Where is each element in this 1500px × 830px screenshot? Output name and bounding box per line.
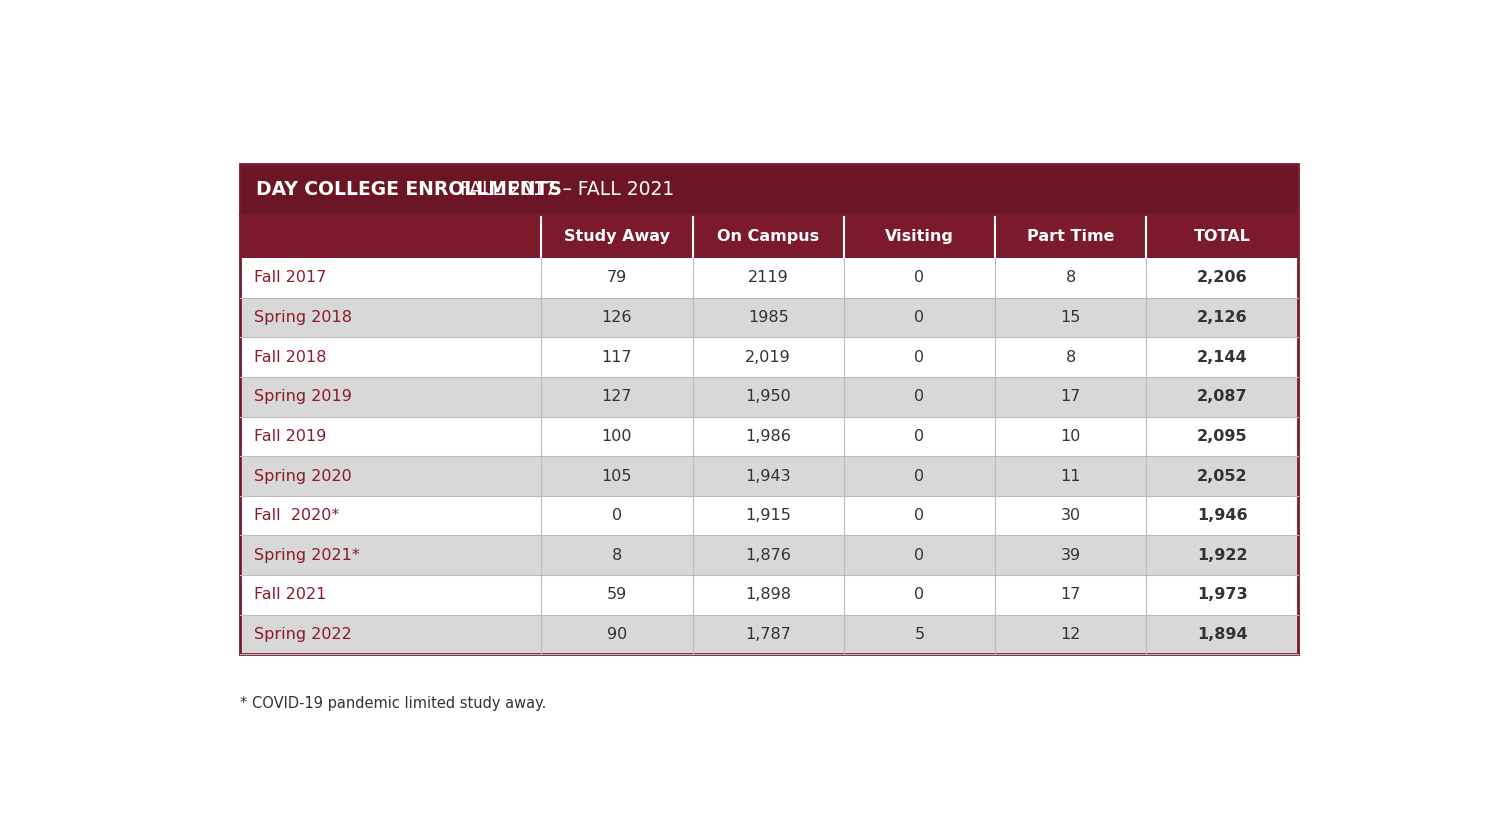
Text: 1,922: 1,922 bbox=[1197, 548, 1248, 563]
Text: 2,126: 2,126 bbox=[1197, 310, 1248, 325]
Text: 2,144: 2,144 bbox=[1197, 349, 1248, 364]
Text: 8: 8 bbox=[1065, 349, 1076, 364]
Text: 100: 100 bbox=[602, 429, 632, 444]
Text: 0: 0 bbox=[915, 389, 924, 404]
Text: Spring 2022: Spring 2022 bbox=[254, 627, 351, 642]
Text: 0: 0 bbox=[915, 548, 924, 563]
Bar bbox=[240, 575, 1298, 615]
Text: 0: 0 bbox=[915, 349, 924, 364]
Text: Fall 2021: Fall 2021 bbox=[254, 588, 326, 603]
Text: 0: 0 bbox=[612, 508, 622, 523]
Text: 2119: 2119 bbox=[748, 271, 789, 286]
Text: 105: 105 bbox=[602, 468, 632, 484]
Text: Spring 2018: Spring 2018 bbox=[254, 310, 352, 325]
Text: 8: 8 bbox=[612, 548, 622, 563]
Text: 0: 0 bbox=[915, 271, 924, 286]
Text: 8: 8 bbox=[1065, 271, 1076, 286]
Text: On Campus: On Campus bbox=[717, 229, 819, 244]
Text: 117: 117 bbox=[602, 349, 633, 364]
Bar bbox=[240, 377, 1298, 417]
Text: DAY COLLEGE ENROLLMENTS: DAY COLLEGE ENROLLMENTS bbox=[256, 179, 562, 198]
Text: 2,206: 2,206 bbox=[1197, 271, 1248, 286]
Text: Fall 2017: Fall 2017 bbox=[254, 271, 326, 286]
Text: 2,052: 2,052 bbox=[1197, 468, 1248, 484]
Text: 59: 59 bbox=[608, 588, 627, 603]
Text: 0: 0 bbox=[915, 468, 924, 484]
Bar bbox=[240, 457, 1298, 496]
Bar bbox=[240, 258, 1298, 298]
Text: 1,943: 1,943 bbox=[746, 468, 790, 484]
Bar bbox=[240, 298, 1298, 337]
Text: 30: 30 bbox=[1060, 508, 1082, 523]
Bar bbox=[240, 535, 1298, 575]
Text: 5: 5 bbox=[915, 627, 924, 642]
Bar bbox=[240, 215, 1298, 258]
Text: Fall 2018: Fall 2018 bbox=[254, 349, 327, 364]
Text: 2,019: 2,019 bbox=[746, 349, 790, 364]
Text: 1985: 1985 bbox=[748, 310, 789, 325]
Text: 17: 17 bbox=[1060, 389, 1082, 404]
Text: 15: 15 bbox=[1060, 310, 1082, 325]
Text: Study Away: Study Away bbox=[564, 229, 670, 244]
Text: Spring 2021*: Spring 2021* bbox=[254, 548, 360, 563]
Text: 1,986: 1,986 bbox=[746, 429, 790, 444]
Text: 127: 127 bbox=[602, 389, 632, 404]
Text: 10: 10 bbox=[1060, 429, 1082, 444]
Text: Visiting: Visiting bbox=[885, 229, 954, 244]
Text: 126: 126 bbox=[602, 310, 632, 325]
Bar bbox=[240, 615, 1298, 654]
Text: Spring 2019: Spring 2019 bbox=[254, 389, 351, 404]
Text: 0: 0 bbox=[915, 508, 924, 523]
Text: * COVID-19 pandemic limited study away.: * COVID-19 pandemic limited study away. bbox=[240, 696, 546, 711]
Bar bbox=[240, 417, 1298, 457]
Text: 0: 0 bbox=[915, 310, 924, 325]
Text: 12: 12 bbox=[1060, 627, 1082, 642]
Text: 11: 11 bbox=[1060, 468, 1082, 484]
Text: 1,950: 1,950 bbox=[746, 389, 790, 404]
Bar bbox=[240, 337, 1298, 377]
Text: 1,973: 1,973 bbox=[1197, 588, 1248, 603]
Text: 39: 39 bbox=[1060, 548, 1082, 563]
Text: 1,876: 1,876 bbox=[746, 548, 790, 563]
Text: 0: 0 bbox=[915, 429, 924, 444]
Text: 2,087: 2,087 bbox=[1197, 389, 1248, 404]
Text: Fall 2019: Fall 2019 bbox=[254, 429, 326, 444]
Bar bbox=[240, 496, 1298, 535]
Text: Part Time: Part Time bbox=[1028, 229, 1114, 244]
Bar bbox=[240, 164, 1298, 215]
Text: 1,898: 1,898 bbox=[746, 588, 790, 603]
Text: 0: 0 bbox=[915, 588, 924, 603]
Text: 1,915: 1,915 bbox=[746, 508, 790, 523]
Text: 1,894: 1,894 bbox=[1197, 627, 1248, 642]
Text: 90: 90 bbox=[608, 627, 627, 642]
Text: 1,946: 1,946 bbox=[1197, 508, 1248, 523]
Text: 17: 17 bbox=[1060, 588, 1082, 603]
Text: Spring 2020: Spring 2020 bbox=[254, 468, 351, 484]
Text: 79: 79 bbox=[608, 271, 627, 286]
Text: Fall  2020*: Fall 2020* bbox=[254, 508, 339, 523]
Text: TOTAL: TOTAL bbox=[1194, 229, 1251, 244]
Text: 2,095: 2,095 bbox=[1197, 429, 1248, 444]
Text: FALL 2017 – FALL 2021: FALL 2017 – FALL 2021 bbox=[454, 179, 674, 198]
Text: 1,787: 1,787 bbox=[746, 627, 790, 642]
